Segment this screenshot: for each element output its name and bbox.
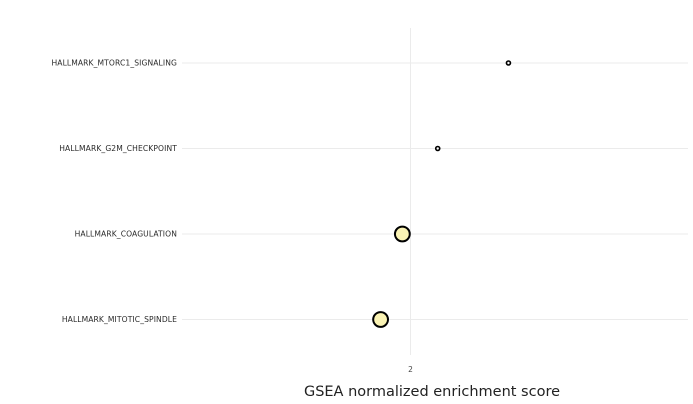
data-point[interactable] [393, 225, 411, 243]
data-points [372, 60, 512, 328]
category-label: HALLMARK_G2M_CHECKPOINT [59, 144, 177, 153]
x-tick-label: 2 [408, 365, 413, 374]
data-point[interactable] [434, 145, 441, 152]
gridlines [182, 28, 688, 355]
data-point[interactable] [505, 60, 512, 66]
category-label: HALLMARK_MITOTIC_SPINDLE [62, 315, 177, 324]
data-point[interactable] [372, 311, 389, 328]
x-axis-ticks: 2 [408, 365, 413, 374]
x-axis-title: GSEA normalized enrichment score [304, 384, 560, 400]
category-labels: HALLMARK_MTORC1_SIGNALING HALLMARK_G2M_CH… [51, 59, 177, 325]
category-label: HALLMARK_COAGULATION [75, 230, 177, 239]
category-label: HALLMARK_MTORC1_SIGNALING [51, 59, 177, 68]
